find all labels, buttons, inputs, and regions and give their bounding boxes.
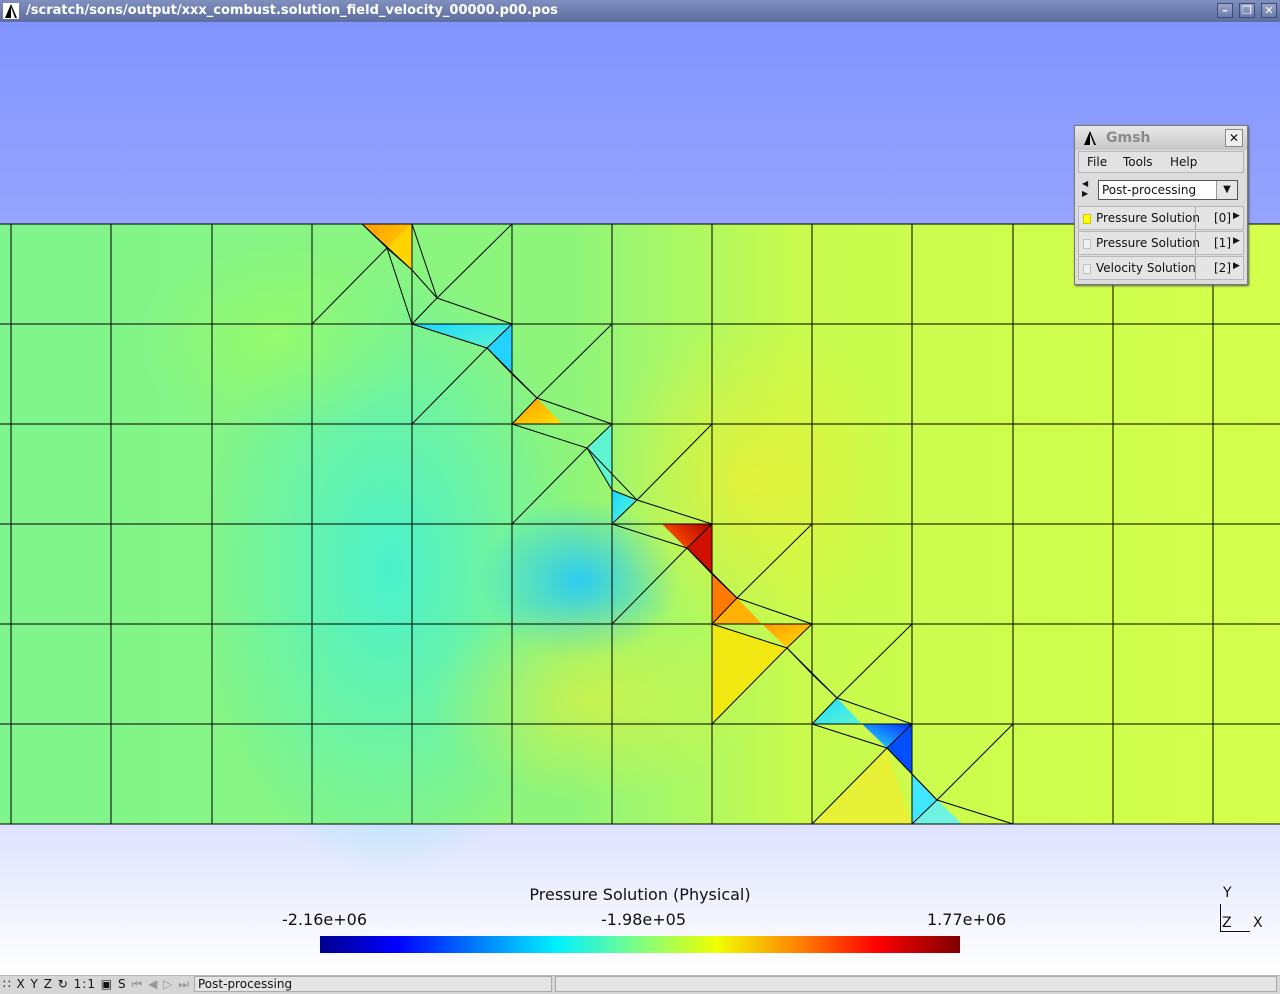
close-icon[interactable]: ✕ <box>1261 3 1277 18</box>
first-step-icon[interactable]: ⏮ <box>131 977 144 991</box>
view-x-button[interactable]: X <box>16 977 26 991</box>
module-dropdown-value: Post-processing <box>1102 183 1197 197</box>
menu-help[interactable]: Help <box>1170 155 1198 169</box>
gmsh-control-panel[interactable]: Gmsh ✕ File Tools Help ◀ ▶ Post-processin… <box>1074 125 1248 285</box>
view-item-1[interactable]: Pressure Solution [1] ▶ <box>1078 231 1244 255</box>
view-y-button[interactable]: Y <box>30 977 39 991</box>
mesh-plot[interactable] <box>0 22 1280 975</box>
menu-file[interactable]: File <box>1087 155 1108 169</box>
colorbar-min-label: -2.16e+06 <box>282 910 368 929</box>
axis-z-label: Z <box>1222 915 1232 931</box>
select-button[interactable]: S <box>117 977 127 991</box>
module-nav-arrows[interactable]: ◀ ▶ <box>1082 179 1092 201</box>
scale-1-1-button[interactable]: 1:1 <box>73 977 96 991</box>
view-options-arrow-icon[interactable]: ▶ <box>1233 236 1240 246</box>
mesh-grid <box>0 223 1280 825</box>
view-index[interactable]: [1] <box>1214 236 1231 250</box>
gmsh-logo-icon <box>3 3 19 19</box>
view-name[interactable]: Velocity Solution <box>1096 261 1196 275</box>
view-item-2[interactable]: Velocity Solution [2] ▶ <box>1078 256 1244 280</box>
minimize-icon[interactable]: – <box>1217 3 1233 18</box>
view-options-arrow-icon[interactable]: ▶ <box>1233 211 1240 221</box>
arrow-right-icon[interactable]: ▶ <box>1082 189 1089 198</box>
axis-x-label: X <box>1253 915 1263 931</box>
view-visibility-checkbox[interactable] <box>1083 264 1091 274</box>
panel-titlebar[interactable]: Gmsh ✕ <box>1075 126 1247 150</box>
window-title: /scratch/sons/output/xxx_combust.solutio… <box>26 3 558 18</box>
view-name[interactable]: Pressure Solution <box>1096 236 1200 250</box>
arrow-left-icon[interactable]: ◀ <box>1082 179 1089 188</box>
module-dropdown[interactable]: Post-processing ▼ <box>1098 180 1238 200</box>
colorbar-scale <box>320 936 960 953</box>
view-index[interactable]: [2] <box>1214 261 1231 275</box>
view-visibility-checkbox[interactable] <box>1083 214 1091 224</box>
view-index[interactable]: [0] <box>1214 211 1231 225</box>
status-toolbar: ∷ X Y Z ↻ 1:1 ▣ S ⏮ ◀ ▷ ⏭ <box>3 977 190 992</box>
window-titlebar: /scratch/sons/output/xxx_combust.solutio… <box>0 0 1280 22</box>
chevron-down-icon[interactable]: ▼ <box>1216 181 1237 199</box>
close-icon[interactable]: ✕ <box>1225 129 1243 147</box>
divider <box>1195 207 1196 229</box>
status-message: Post-processing <box>194 976 552 992</box>
view-visibility-checkbox[interactable] <box>1083 239 1091 249</box>
view-z-button[interactable]: Z <box>43 977 53 991</box>
axis-y-label: Y <box>1223 885 1232 901</box>
divider <box>1195 257 1196 279</box>
grip-icon[interactable]: ∷ <box>3 977 12 991</box>
restore-icon[interactable]: ❐ <box>1239 3 1255 18</box>
graphics-viewport[interactable]: Pressure Solution (Physical) -2.16e+06 -… <box>0 22 1280 975</box>
divider <box>1195 232 1196 254</box>
colorbar-max-label: 1.77e+06 <box>927 910 1007 929</box>
panel-menubar: File Tools Help <box>1078 151 1244 173</box>
last-step-icon[interactable]: ⏭ <box>178 977 190 991</box>
play-icon[interactable]: ▷ <box>163 977 174 991</box>
field-background <box>0 224 1280 880</box>
menu-tools[interactable]: Tools <box>1123 155 1153 169</box>
panel-title: Gmsh <box>1106 130 1151 146</box>
colorbar-title: Pressure Solution (Physical) <box>529 885 751 904</box>
gmsh-logo-icon <box>1084 131 1096 145</box>
colorbar-mid-label: -1.98e+05 <box>601 910 687 929</box>
status-secondary-field <box>555 976 1277 992</box>
view-name[interactable]: Pressure Solution <box>1096 211 1200 225</box>
orthographic-icon[interactable]: ▣ <box>100 977 114 991</box>
view-options-arrow-icon[interactable]: ▶ <box>1233 261 1240 271</box>
module-selector-row: ◀ ▶ Post-processing ▼ <box>1078 177 1244 203</box>
rotate-icon[interactable]: ↻ <box>57 977 69 991</box>
view-item-0[interactable]: Pressure Solution [0] ▶ <box>1078 206 1244 230</box>
step-back-icon[interactable]: ◀ <box>148 977 159 991</box>
status-bar: ∷ X Y Z ↻ 1:1 ▣ S ⏮ ◀ ▷ ⏭ Post-processin… <box>0 975 1280 994</box>
